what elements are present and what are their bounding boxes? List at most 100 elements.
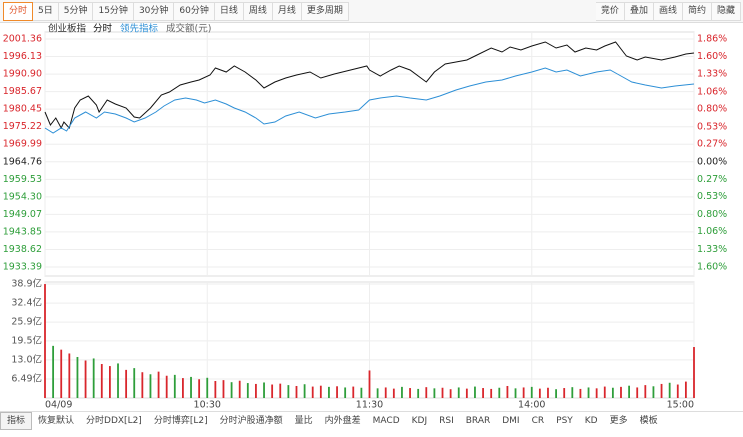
volume-bar [684, 381, 687, 398]
toolbar-button[interactable]: 60分钟 [174, 2, 215, 21]
volume-bar [376, 388, 379, 398]
y2-tick-label: 1.06% [697, 86, 727, 97]
volume-bar [392, 388, 395, 398]
y2-tick-label: 0.80% [697, 209, 727, 220]
price-line [44, 67, 695, 134]
y2-tick-label: 0.27% [697, 138, 727, 149]
tab[interactable]: 量比 [294, 416, 313, 426]
volume-bar [230, 382, 233, 398]
toolbar-button[interactable]: 月线 [272, 2, 302, 21]
y-tick-label: 13.0亿 [11, 353, 42, 365]
x-tick-label: 10:30 [194, 400, 221, 411]
tab[interactable]: KD [584, 416, 598, 426]
tab[interactable]: CR [531, 416, 545, 426]
y2-tick-label: 1.60% [697, 262, 727, 273]
volume-bar [222, 380, 225, 398]
y2-tick-label: 0.00% [697, 156, 727, 167]
volume-bar [125, 369, 128, 398]
volume-bar [117, 363, 119, 398]
volume-bar [433, 388, 436, 398]
volume-bar [595, 388, 598, 398]
volume-bar [425, 387, 428, 398]
volume-bar [628, 385, 630, 398]
tab[interactable]: DMI [502, 416, 520, 426]
volume-bar [173, 374, 176, 398]
volume-bar [157, 371, 160, 398]
volume-bar [611, 387, 614, 398]
tab[interactable]: RSI [439, 416, 454, 426]
toolbar-button[interactable]: 分时 [3, 2, 34, 21]
legend-entry: 分时 [93, 23, 113, 35]
volume-bar [579, 388, 582, 398]
volume-bar [563, 388, 566, 398]
volume-bar [287, 385, 290, 398]
tab[interactable]: 内外盘差 [324, 416, 361, 426]
y2-tick-label: 1.33% [697, 69, 727, 80]
y-tick-label: 1943.85 [3, 226, 42, 237]
volume-bar [100, 364, 103, 398]
y-tick-label: 1975.22 [3, 121, 42, 132]
volume-bar [352, 386, 355, 398]
volume-bar [141, 372, 144, 398]
x-tick-label: 11:30 [356, 400, 383, 411]
volume-bar [368, 370, 371, 398]
y-tick-label: 1933.39 [3, 262, 42, 273]
y-tick-label: 38.9亿 [11, 278, 42, 290]
y-tick-label: 25.9亿 [11, 316, 42, 328]
tab[interactable]: 指标 [0, 412, 33, 430]
toolbar-button[interactable]: 15分钟 [93, 2, 134, 21]
y-tick-label: 1990.90 [3, 69, 42, 80]
y2-tick-label: 0.80% [697, 104, 727, 115]
tab[interactable]: 模板 [639, 416, 658, 426]
y-tick-label: 1980.45 [3, 104, 42, 115]
tab[interactable]: 恢复默认 [38, 416, 75, 426]
tab[interactable]: 分时DDX[L2] [86, 416, 142, 426]
volume-bar [68, 353, 71, 398]
toolbar-button[interactable]: 画线 [653, 2, 683, 21]
volume-bar [522, 387, 525, 398]
volume-bar [263, 382, 265, 398]
toolbar-button[interactable]: 5日 [33, 2, 59, 21]
toolbar-button[interactable]: 5分钟 [58, 2, 94, 21]
tab[interactable]: 分时沪股通净额 [219, 416, 283, 426]
toolbar-button[interactable]: 30分钟 [133, 2, 175, 21]
y-tick-label: 1996.13 [3, 51, 42, 62]
volume-bar [206, 377, 209, 398]
tab[interactable]: PSY [556, 416, 573, 426]
toolbar-button[interactable]: 简约 [682, 2, 712, 21]
volume-bar [198, 379, 201, 398]
tab[interactable]: MACD [372, 416, 400, 426]
tab[interactable]: KDJ [411, 416, 428, 426]
y-tick-label: 1938.62 [3, 244, 42, 255]
volume-bar [530, 386, 533, 398]
tab[interactable]: 更多 [609, 416, 628, 426]
volume-bar [271, 384, 274, 398]
y-tick-label: 6.49亿 [11, 372, 42, 384]
volume-bar [182, 378, 184, 398]
x-tick-label: 15:00 [667, 400, 694, 411]
y-tick-label: 19.5亿 [11, 334, 42, 346]
y-tick-label: 1959.53 [3, 174, 42, 185]
volume-bar [214, 381, 217, 398]
volume-bar [693, 347, 695, 398]
toolbar-button[interactable]: 周线 [243, 2, 273, 21]
volume-bar [238, 380, 241, 398]
toolbar-button[interactable]: 叠加 [624, 2, 654, 21]
chart: 2001.36 1996.13 1990.90 1985.67 1980.45 1975.… [3, 23, 727, 411]
toolbar-button[interactable]: 隐藏 [711, 2, 741, 21]
tab[interactable]: BRAR [465, 416, 491, 426]
volume-bar [474, 386, 476, 398]
tab[interactable]: 分时博弈[L2] [153, 416, 208, 426]
y-tick-label: 1969.99 [3, 139, 42, 150]
toolbar-button[interactable]: 日线 [214, 2, 244, 21]
volume-bar [44, 284, 46, 398]
volume-bar [246, 383, 249, 398]
volume-bar [76, 356, 79, 398]
volume-bar [441, 387, 444, 398]
volume-bar [457, 387, 460, 398]
toolbar-button[interactable]: 竞价 [595, 2, 625, 21]
toolbar-button[interactable]: 更多周期 [301, 2, 349, 21]
volume-bar [92, 358, 95, 398]
y-tick-label: 2001.36 [3, 34, 42, 45]
x-tick-label: 14:00 [518, 400, 545, 411]
